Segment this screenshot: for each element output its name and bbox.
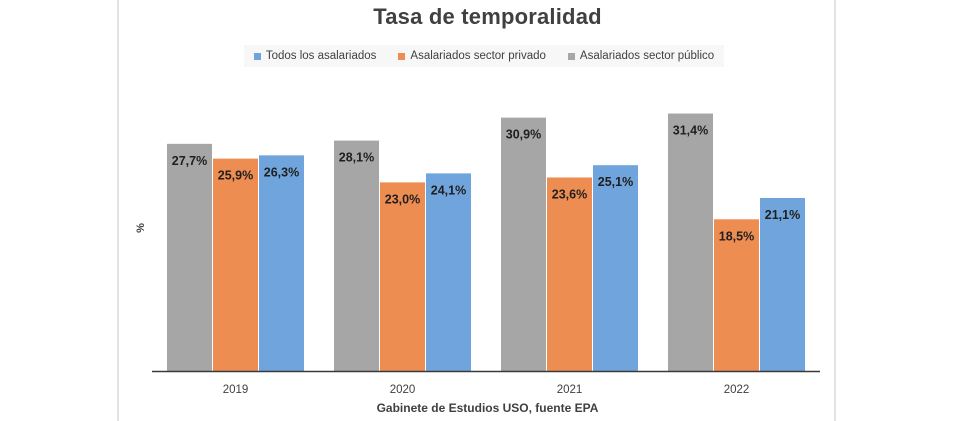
bar-todos-2020 — [426, 173, 471, 371]
x-tick-label-2021: 2021 — [557, 384, 583, 396]
data-label-todos-2019: 26,3% — [264, 165, 299, 179]
data-label-publico-2020: 28,1% — [339, 151, 374, 165]
x-tick-label-2020: 2020 — [390, 384, 416, 396]
data-label-publico-2021: 30,9% — [506, 128, 541, 142]
bar-privado-2019 — [213, 158, 258, 371]
bar-publico-2020 — [334, 140, 379, 371]
data-label-privado-2020: 23,0% — [385, 192, 420, 206]
bar-todos-2019 — [259, 155, 304, 371]
chart-title: Tasa de temporalidad — [373, 4, 602, 29]
x-tick-label-2019: 2019 — [223, 384, 249, 396]
bar-privado-2021 — [547, 177, 592, 371]
bar-todos-2022 — [760, 197, 805, 371]
data-label-privado-2021: 23,6% — [552, 187, 587, 201]
legend-label-privado: Asalariados sector privado — [410, 50, 546, 62]
legend-swatch-publico — [567, 52, 575, 60]
bar-publico-2019 — [167, 143, 212, 371]
x-axis-title-source: Gabinete de Estudios USO, fuente EPA — [376, 401, 599, 415]
data-label-todos-2020: 24,1% — [431, 183, 466, 197]
data-label-publico-2022: 31,4% — [673, 124, 708, 138]
bar-todos-2021 — [593, 165, 638, 371]
data-label-todos-2021: 25,1% — [598, 175, 633, 189]
bar-privado-2020 — [380, 182, 425, 371]
bar-publico-2022 — [668, 113, 713, 372]
legend-item-todos: Todos los asalariados — [253, 50, 377, 62]
legend-label-publico: Asalariados sector público — [579, 50, 715, 62]
x-tick-label-2022: 2022 — [724, 384, 750, 396]
frame-border-right — [834, 0, 836, 421]
frame-border-left — [117, 0, 119, 421]
data-label-todos-2022: 21,1% — [765, 208, 800, 222]
legend-swatch-privado — [398, 52, 406, 60]
legend-item-publico: Asalariados sector público — [567, 50, 715, 62]
legend: Todos los asalariados Asalariados sector… — [244, 45, 724, 67]
legend-item-privado: Asalariados sector privado — [398, 50, 546, 62]
legend-label-todos: Todos los asalariados — [265, 50, 377, 62]
data-label-publico-2019: 27,7% — [172, 154, 207, 168]
data-label-privado-2022: 18,5% — [719, 229, 754, 243]
bar-privado-2022 — [714, 219, 759, 371]
bar-publico-2021 — [501, 117, 546, 372]
legend-swatch-todos — [253, 52, 261, 60]
data-label-privado-2019: 25,9% — [218, 169, 253, 183]
